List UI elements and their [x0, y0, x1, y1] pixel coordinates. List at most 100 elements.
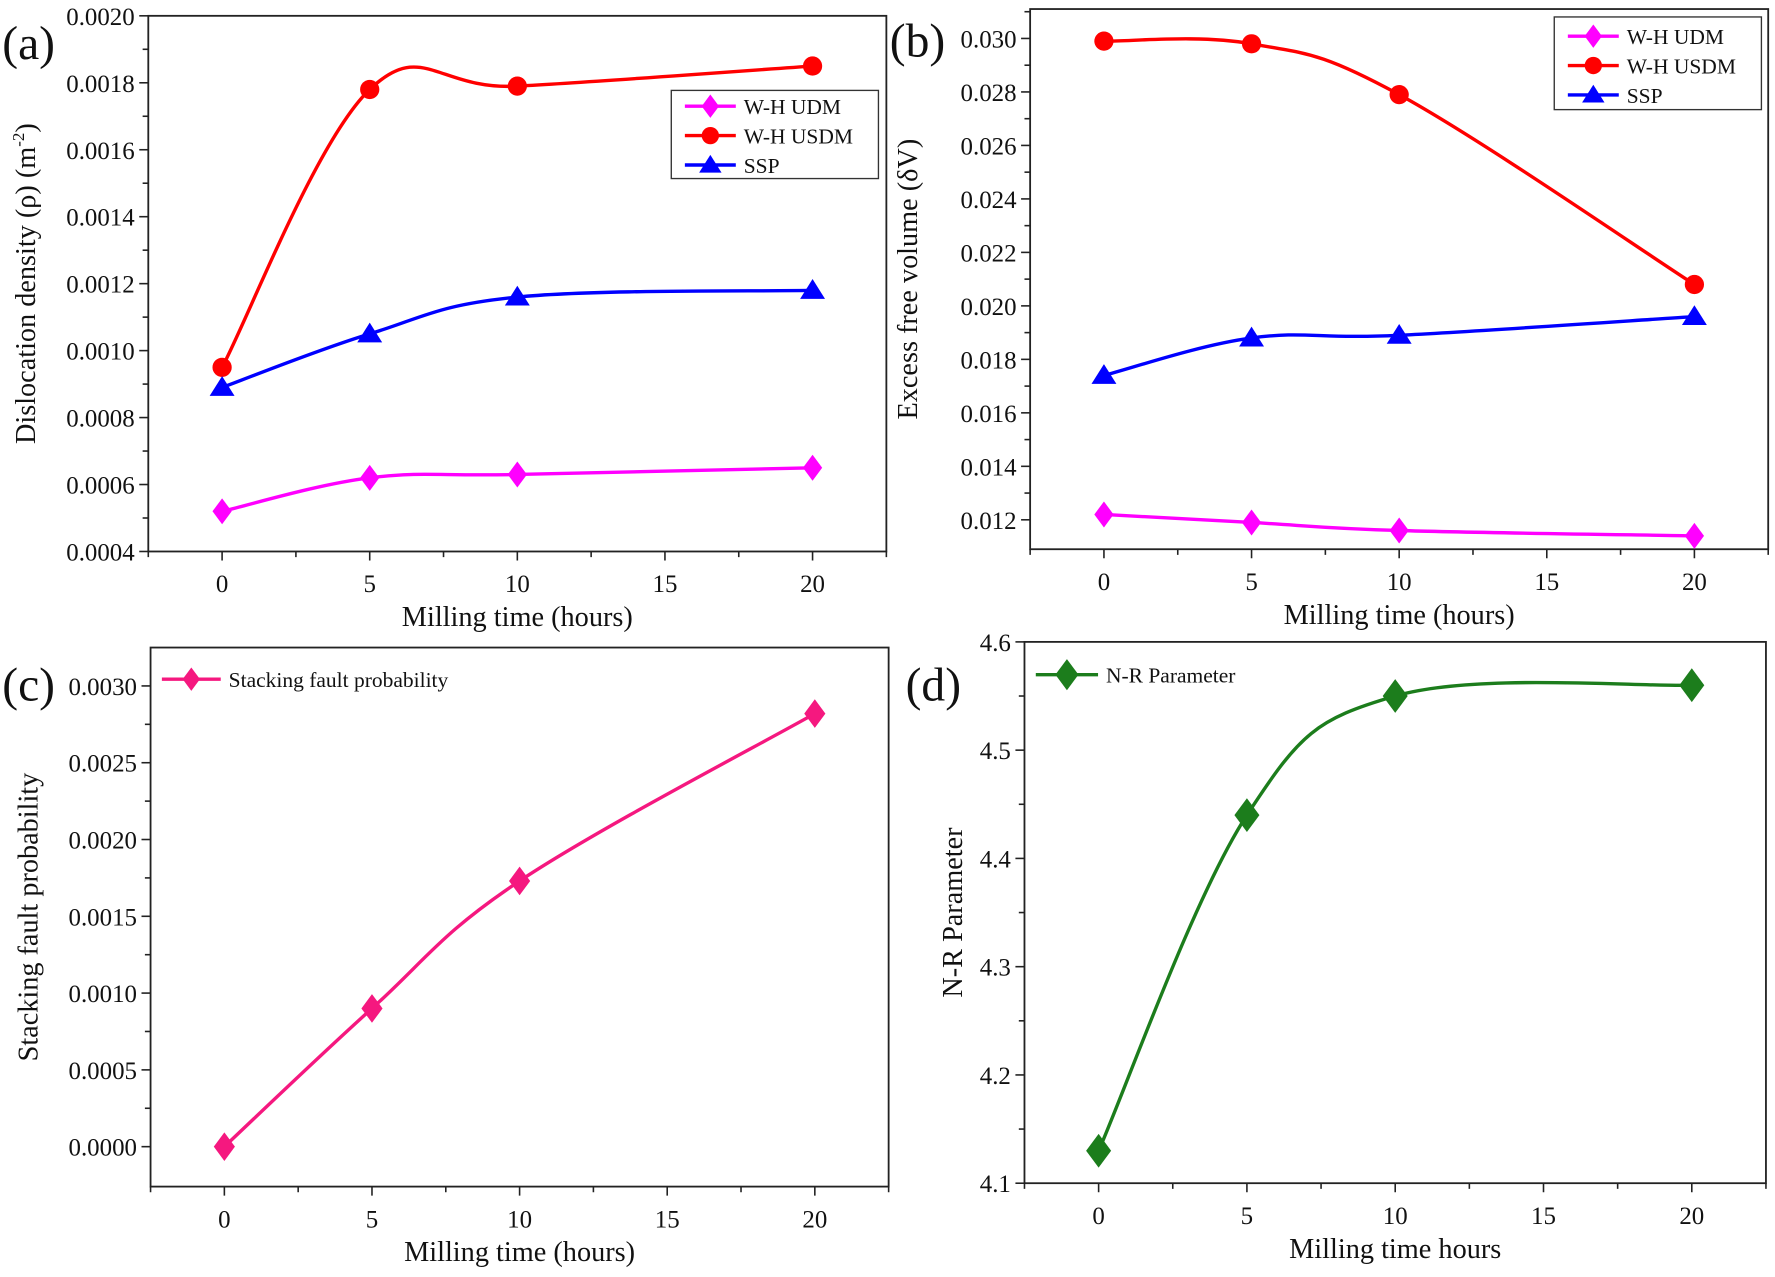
y-tick-label: 0.0012: [66, 272, 134, 299]
y-tick-label: 0.0005: [69, 1058, 137, 1085]
data-point-diamond: [1234, 798, 1260, 833]
data-point-diamond: [804, 699, 826, 728]
x-tick-label: 5: [1245, 569, 1257, 596]
y-tick-label: 0.0010: [66, 339, 134, 366]
x-tick-label: 5: [1241, 1203, 1253, 1230]
data-point-diamond: [1086, 1133, 1112, 1168]
panel-label: (a): [2, 18, 55, 70]
data-point-triangle: [504, 285, 530, 306]
y-tick-label: 4.1: [980, 1171, 1011, 1198]
legend-label: N-R Parameter: [1106, 664, 1235, 688]
data-point-diamond: [1055, 659, 1079, 691]
series-line: [1103, 512, 1695, 538]
x-tick-label: 20: [802, 1206, 827, 1233]
y-axis-label: Stacking fault probability: [13, 772, 44, 1062]
y-tick-label: 0.0025: [69, 751, 137, 778]
series-line: [1103, 37, 1696, 286]
y-tick-label: 0.016: [961, 401, 1017, 428]
legend-label: SSP: [744, 154, 780, 178]
data-point-diamond: [1241, 509, 1262, 536]
x-tick-label: 0: [218, 1206, 230, 1233]
y-tick-label: 0.0020: [69, 828, 137, 855]
x-tick-label: 15: [1531, 1203, 1556, 1230]
data-point-triangle: [1582, 84, 1605, 103]
y-tick-label: 0.022: [961, 240, 1017, 267]
x-tick-label: 0: [1098, 569, 1110, 596]
data-point-circle: [1584, 56, 1602, 75]
series-line: [223, 712, 816, 1148]
data-point-diamond: [360, 464, 380, 491]
y-tick-label: 0.026: [961, 133, 1017, 160]
x-tick-label: 10: [505, 571, 530, 598]
y-tick-label: 0.018: [961, 347, 1017, 374]
data-point-circle: [1684, 274, 1705, 295]
data-point-diamond: [1094, 501, 1114, 528]
x-axis-label: Milling time hours: [1289, 1234, 1501, 1265]
y-axis-label: Dislocation density (ρ) (m-2): [9, 123, 42, 444]
y-tick-label: 4.3: [980, 955, 1011, 982]
data-point-triangle: [357, 322, 383, 343]
x-tick-label: 5: [363, 571, 375, 598]
x-tick-label: 15: [655, 1206, 680, 1233]
y-tick-label: 0.0020: [66, 4, 134, 31]
x-tick-label: 20: [800, 571, 825, 598]
legend: N-R Parameter: [1035, 659, 1235, 691]
plot-frame: [149, 646, 890, 1188]
panel-label: (c): [2, 660, 55, 712]
data-point-circle: [802, 56, 823, 76]
chart-panel-d: 0 5 10 15 20 4.1 4.2 4.3 4.4 4.5 4.6 Milling time h…: [906, 630, 1767, 1265]
y-tick-label: 0.0000: [69, 1135, 137, 1162]
y-tick-label: 0.0010: [69, 981, 137, 1008]
series-line: [1103, 314, 1695, 378]
data-point-diamond: [182, 667, 200, 691]
chart-panel-a: 0 5 10 15 20 0.0004 0.0006 0.0008 0.0010 0.0012 0.…: [2, 4, 888, 633]
x-tick-label: 10: [507, 1206, 532, 1233]
data-point-diamond: [1389, 517, 1409, 544]
series-line: [1097, 680, 1692, 1152]
legend-label: W-H USDM: [744, 125, 853, 149]
x-axis-label: Milling time (hours): [1284, 600, 1515, 631]
y-axis-label-superscript: -2: [9, 133, 28, 147]
series-line: [221, 288, 813, 390]
legend: W-H UDM W-H USDM SSP: [1553, 16, 1763, 111]
x-tick-label: 5: [366, 1206, 378, 1233]
data-point-triangle: [699, 154, 722, 173]
data-point-triangle: [1681, 305, 1707, 326]
data-point-diamond: [1584, 24, 1602, 48]
data-point-diamond: [1382, 679, 1408, 713]
y-tick-label: 0.020: [961, 294, 1017, 321]
y-tick-label: 0.0004: [66, 540, 135, 567]
y-axis-label: Excess free volume (δV): [893, 139, 924, 420]
y-tick-label: 4.2: [980, 1063, 1011, 1090]
x-tick-label: 15: [652, 571, 677, 598]
series-line: [220, 64, 813, 369]
legend-label: W-H UDM: [744, 95, 841, 119]
y-tick-label: 0.0016: [66, 138, 134, 165]
chart-panel-b: 0 5 10 15 20 0.012 0.014 0.016 0.018 0.020 0.022 0.…: [890, 8, 1770, 631]
data-point-diamond: [1684, 522, 1705, 549]
y-tick-label: 0.014: [961, 454, 1018, 481]
data-point-circle: [1389, 85, 1409, 105]
y-tick-label: 4.4: [980, 846, 1012, 873]
data-point-diamond: [802, 454, 823, 481]
legend: W-H UDM W-H USDM SSP: [670, 89, 880, 180]
data-point-triangle: [209, 376, 235, 396]
x-tick-label: 0: [1092, 1203, 1104, 1230]
data-point-circle: [507, 76, 527, 96]
x-tick-label: 10: [1387, 569, 1412, 596]
y-tick-label: 0.012: [961, 508, 1017, 535]
y-tick-label: 0.028: [961, 80, 1017, 107]
x-tick-label: 15: [1534, 569, 1559, 596]
y-axis-label-end: ): [11, 123, 42, 132]
legend-label: W-H UDM: [1627, 25, 1724, 49]
data-point-circle: [360, 79, 380, 100]
legend-label: Stacking fault probability: [229, 668, 449, 692]
panel-label: (b): [890, 16, 945, 68]
y-tick-label: 4.5: [980, 738, 1011, 765]
data-point-triangle: [1386, 323, 1412, 344]
x-tick-label: 20: [1679, 1203, 1704, 1230]
x-tick-label: 10: [1383, 1203, 1408, 1230]
y-tick-label: 0.0015: [69, 904, 137, 931]
y-tick-label: 0.0008: [66, 406, 134, 433]
legend-label: SSP: [1627, 84, 1663, 108]
